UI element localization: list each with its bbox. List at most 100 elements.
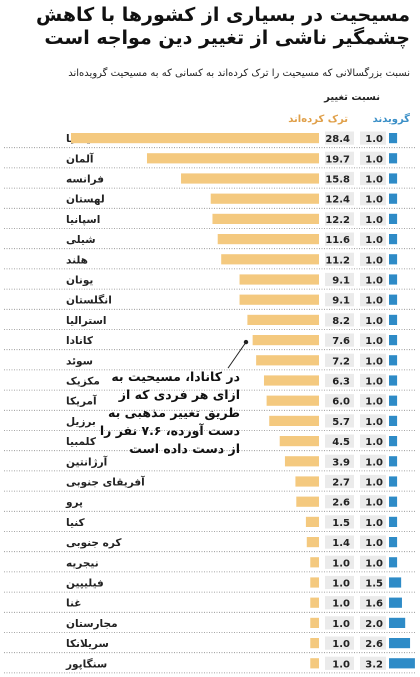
converts-value-label: 1.0 — [365, 377, 383, 388]
country-label: کانادا — [66, 335, 94, 347]
left-value-box — [325, 394, 354, 408]
left-bar — [306, 537, 319, 548]
converts-value-label: 1.0 — [365, 175, 383, 186]
left-value-label: 7.6 — [332, 336, 350, 347]
left-value-box — [325, 313, 354, 327]
converts-bar — [389, 496, 398, 507]
converts-value-label: 1.0 — [365, 276, 383, 287]
left-bar — [310, 658, 319, 669]
left-bar — [146, 153, 319, 164]
converts-bar — [389, 476, 398, 487]
left-value-label: 1.5 — [332, 518, 350, 529]
converts-bar — [389, 274, 398, 285]
converts-value-box — [360, 272, 386, 287]
left-value-box — [325, 656, 354, 670]
converts-bar — [389, 577, 402, 588]
country-label: سریلانکا — [66, 638, 109, 650]
converts-value-box — [360, 373, 386, 388]
country-label: انگلستان — [66, 294, 112, 307]
annotation-leader-line — [227, 341, 247, 369]
left-value-box — [325, 596, 354, 610]
left-value-label: 11.6 — [325, 235, 350, 246]
left-bar — [269, 415, 319, 426]
left-value-label: 1.0 — [332, 579, 350, 590]
left-value-label: 6.0 — [332, 397, 350, 408]
converts-bar — [389, 436, 398, 447]
converts-column-header: گرویدند — [372, 114, 410, 125]
country-label: برزیل — [66, 416, 96, 428]
converts-value-label: 1.0 — [365, 255, 383, 266]
left-bar — [71, 133, 319, 144]
country-label: کنیا — [66, 517, 86, 529]
left-value-label: 1.0 — [332, 639, 350, 650]
converts-value-box — [360, 575, 386, 590]
converts-value-label: 1.0 — [365, 215, 383, 226]
converts-value-box — [360, 394, 386, 408]
left-value-label: 1.4 — [332, 538, 350, 549]
converts-value-label: 1.6 — [365, 599, 383, 610]
converts-value-label: 1.0 — [365, 195, 383, 206]
left-value-label: 1.0 — [332, 619, 350, 630]
converts-value-box — [360, 414, 386, 428]
left-bar — [252, 335, 319, 346]
left-bar — [310, 597, 319, 608]
left-bar — [217, 234, 319, 245]
converts-bar — [389, 254, 398, 265]
converts-value-box — [360, 131, 386, 145]
converts-bar — [389, 153, 398, 164]
converts-value-label: 1.0 — [365, 558, 383, 569]
left-bar — [239, 294, 319, 305]
left-value-box — [325, 636, 354, 650]
converts-bar — [389, 173, 398, 184]
country-label: مجارستان — [66, 618, 118, 630]
country-label: مکزیک — [66, 376, 100, 388]
converts-bar — [389, 375, 398, 386]
converts-bar — [389, 537, 398, 548]
converts-bar — [389, 193, 398, 204]
left-value-box — [325, 575, 354, 590]
converts-value-box — [360, 515, 386, 529]
converts-value-box — [360, 555, 386, 569]
converts-value-box — [360, 313, 386, 327]
left-bar — [263, 375, 319, 386]
converts-value-box — [360, 596, 386, 610]
left-value-box — [325, 151, 354, 165]
country-label: نیجریه — [66, 557, 99, 569]
converts-value-label: 1.0 — [365, 134, 383, 145]
converts-value-label: 1.0 — [365, 437, 383, 448]
converts-value-box — [360, 535, 386, 549]
converts-bar — [389, 395, 398, 406]
left-value-label: 8.2 — [332, 316, 350, 327]
left-value-box — [325, 333, 354, 347]
left-value-label: 28.4 — [325, 134, 350, 145]
converts-value-label: 1.5 — [365, 579, 383, 590]
converts-bar — [389, 133, 398, 144]
left-bar — [295, 476, 319, 487]
left-value-box — [325, 555, 354, 569]
left-value-label: 1.0 — [332, 659, 350, 670]
left-value-box — [325, 272, 354, 287]
left-value-label: 9.1 — [332, 296, 350, 307]
left-value-box — [325, 495, 354, 509]
left-value-box — [325, 293, 354, 307]
country-label: هلند — [66, 254, 88, 266]
converts-value-label: 1.0 — [365, 316, 383, 327]
left-value-label: 5.7 — [332, 417, 350, 428]
left-value-box — [325, 414, 354, 428]
converts-value-box — [360, 293, 386, 307]
converts-value-label: 1.0 — [365, 235, 383, 246]
country-label: آفریقای جنوبی — [66, 476, 145, 489]
converts-bar — [389, 638, 411, 649]
left-value-box — [325, 434, 354, 448]
converts-bar — [389, 456, 398, 467]
converts-value-box — [360, 454, 386, 468]
left-bar — [247, 314, 319, 325]
converts-value-box — [360, 474, 386, 489]
left-bar — [310, 577, 319, 588]
converts-value-label: 1.0 — [365, 296, 383, 307]
converts-value-label: 3.2 — [365, 659, 383, 670]
converts-value-label: 2.0 — [365, 619, 383, 630]
left-bar — [221, 254, 319, 265]
converts-value-box — [360, 333, 386, 347]
left-value-box — [325, 454, 354, 468]
